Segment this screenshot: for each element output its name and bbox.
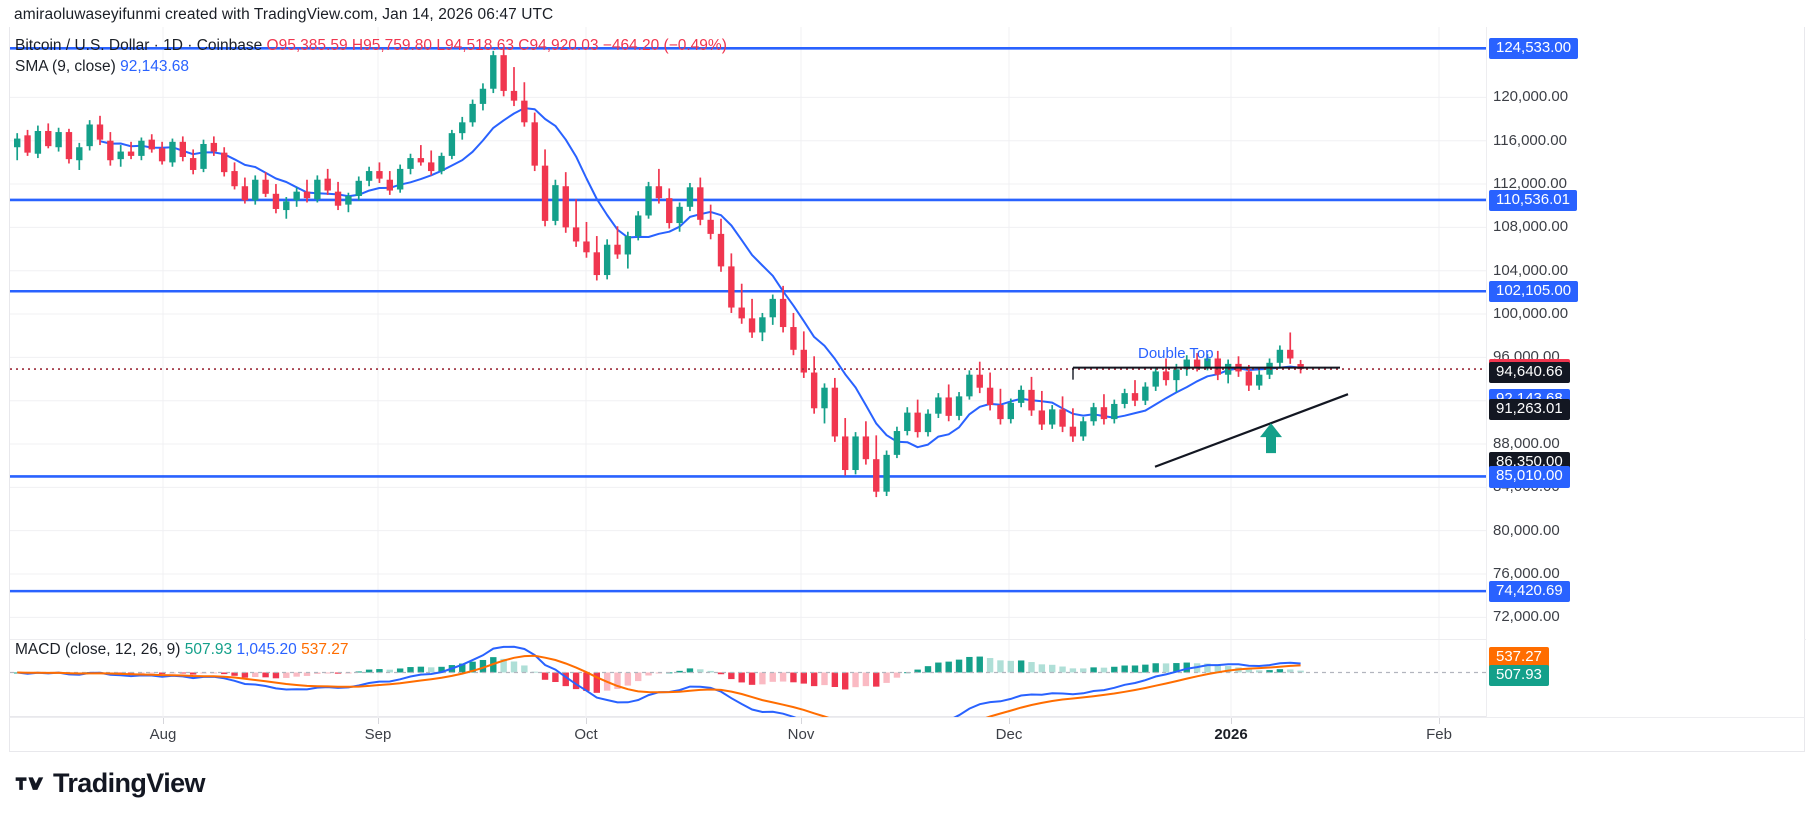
price-tag-level-91263[interactable]: 91,263.01 — [1489, 398, 1570, 420]
footer: TradingView — [14, 768, 206, 799]
price-axis-tick: 104,000.00 — [1493, 261, 1569, 279]
tradingview-logo-icon — [15, 776, 44, 790]
chart-frame: 120,000.00 116,000.00 112,000.00 108,000.00… — [9, 27, 1806, 750]
time-axis-tick — [1009, 718, 1010, 724]
price-tag-level-94640[interactable]: 94,640.66 — [1489, 362, 1570, 384]
credit-line: amiraoluwaseyifunmi created with Trading… — [14, 6, 554, 23]
price-axis-tick: 108,000.00 — [1493, 218, 1569, 236]
price-axis-tick: 112,000.00 — [1493, 175, 1567, 193]
price-axis-tick: 100,000.00 — [1493, 305, 1569, 323]
time-axis-tick — [801, 718, 802, 724]
time-axis-label: Dec — [995, 726, 1023, 743]
price-tag-level-102105[interactable]: 102,105.00 — [1489, 281, 1579, 303]
footer-brand: TradingView — [53, 768, 206, 798]
time-axis-label: Sep — [364, 726, 392, 743]
price-chart-svg — [10, 27, 1487, 639]
time-axis-label: Aug — [149, 726, 177, 743]
price-axis-tick: 116,000.00 — [1493, 131, 1567, 149]
price-tag-support-85010[interactable]: 85,010.00 — [1489, 466, 1570, 488]
price-tag-support-74420[interactable]: 74,420.69 — [1489, 581, 1570, 603]
time-axis-tick — [1439, 718, 1440, 724]
price-axis-tick: 120,000.00 — [1493, 88, 1569, 106]
time-axis-label: 2026 — [1214, 726, 1248, 743]
price-axis[interactable]: 120,000.00 116,000.00 112,000.00 108,000.00… — [1486, 27, 1804, 743]
time-axis-tick — [378, 718, 379, 724]
price-axis-tick: 80,000.00 — [1493, 521, 1560, 539]
time-axis-label: Feb — [1426, 726, 1452, 743]
price-axis-tick: 76,000.00 — [1493, 565, 1560, 582]
price-axis-tick: 88,000.00 — [1493, 435, 1560, 453]
time-axis-tick — [586, 718, 587, 724]
time-axis-label: Oct — [574, 726, 598, 743]
price-axis-tick: 72,000.00 — [1493, 608, 1560, 626]
macd-tag-signal[interactable]: 537.27 — [1489, 646, 1549, 668]
time-axis-tick — [163, 718, 164, 724]
price-tag-resistance-124533[interactable]: 124,533.00 — [1489, 38, 1579, 60]
price-tag-level-110536[interactable]: 110,536.01 — [1489, 189, 1577, 212]
time-axis-label: Nov — [787, 726, 815, 743]
price-pane[interactable] — [10, 27, 1487, 639]
macd-tag-histogram[interactable]: 507.93 — [1489, 665, 1549, 687]
time-axis[interactable]: Aug Sep Oct Nov Dec 2026 Feb — [9, 717, 1805, 752]
pane-divider — [10, 639, 1806, 640]
time-axis-tick — [1231, 718, 1232, 724]
